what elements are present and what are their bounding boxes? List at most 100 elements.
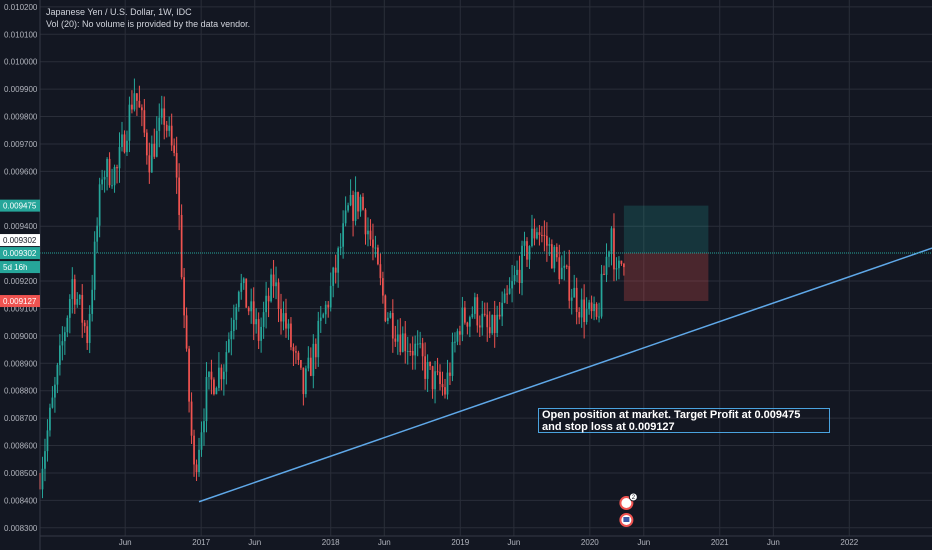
candle-body <box>349 194 352 206</box>
candle-body <box>449 372 451 376</box>
candle-body <box>218 367 220 388</box>
economic-event-marker[interactable] <box>619 513 634 527</box>
candle-body <box>558 257 561 280</box>
candle-body <box>51 397 54 408</box>
candle-body <box>304 368 307 395</box>
candle-body <box>46 430 49 452</box>
candle-body <box>148 155 151 173</box>
time-tick-label: Jun <box>637 538 650 547</box>
candle-body <box>121 134 123 147</box>
candle-body <box>170 125 173 146</box>
candle-body <box>83 322 86 327</box>
candle-body <box>200 432 203 450</box>
candle-body <box>411 350 414 356</box>
candle-body <box>570 297 573 301</box>
candle-body <box>516 269 518 276</box>
candle-body <box>334 267 337 273</box>
candle-body <box>73 279 76 305</box>
candle-body <box>536 232 538 239</box>
candle-body <box>155 130 158 157</box>
candle-body <box>419 343 422 345</box>
candle-body <box>359 196 362 212</box>
candle-body <box>401 333 404 352</box>
candle-body <box>178 177 181 215</box>
candle-body <box>605 256 608 275</box>
long-position-zones[interactable] <box>623 205 709 302</box>
price-tag-label: 0.009302 <box>3 249 37 258</box>
candle-body <box>101 179 103 185</box>
candle-body <box>287 323 290 329</box>
candle-body <box>160 108 163 118</box>
candle-body <box>153 143 156 157</box>
candle-body <box>195 464 198 473</box>
candle-body <box>578 311 581 318</box>
candle-body <box>414 343 417 356</box>
candle-body <box>409 350 412 352</box>
candle-body <box>369 230 372 240</box>
time-tick-label: Jun <box>507 538 520 547</box>
candle-body <box>473 297 476 314</box>
candle-body <box>49 407 51 431</box>
candle-body <box>424 356 426 379</box>
candle-body <box>394 338 397 342</box>
candle-body <box>382 278 384 296</box>
candle-body <box>531 228 533 247</box>
price-tag-bg <box>0 295 40 308</box>
candle-body <box>227 339 230 353</box>
candle-body <box>441 384 444 388</box>
candle-body <box>158 117 161 131</box>
candle-body <box>367 230 369 235</box>
volume-note: Vol (20): No volume is provided by the d… <box>46 19 251 29</box>
candle-body <box>329 285 332 308</box>
candle-body <box>280 308 282 322</box>
candle-body <box>145 132 148 156</box>
candle-body <box>610 228 613 252</box>
candle-body <box>595 303 598 317</box>
price-tick-label: 0.010000 <box>4 58 38 67</box>
candle-body <box>131 104 133 110</box>
candle-body <box>456 331 459 342</box>
candle-body <box>193 435 195 465</box>
candle-body <box>163 108 166 125</box>
price-tag: 5d 16h <box>0 261 40 274</box>
candle-body <box>493 315 496 334</box>
candle-body <box>416 343 419 345</box>
candle-body <box>553 246 556 269</box>
trade-note-annotation[interactable]: Open position at market. Target Profit a… <box>538 408 830 433</box>
time-tick-label: 2018 <box>322 538 340 547</box>
candle-body <box>190 401 193 436</box>
candle-body <box>563 265 566 268</box>
candle-body <box>168 125 171 131</box>
candle-body <box>98 184 101 226</box>
candle-body <box>282 313 285 322</box>
price-tag: 0.009127 <box>0 295 40 308</box>
candle-body <box>615 268 618 270</box>
news-event-marker[interactable]: 2 <box>619 492 638 510</box>
candle-body <box>560 267 563 280</box>
candle-body <box>585 309 588 323</box>
candle-body <box>275 282 277 287</box>
candle-body <box>590 302 593 312</box>
candle-body <box>56 364 59 385</box>
candle-body <box>66 317 69 333</box>
price-tick-label: 0.008500 <box>4 469 38 478</box>
candle-body <box>113 167 116 186</box>
candle-body <box>242 278 245 284</box>
candle-body <box>203 421 205 433</box>
candle-body <box>546 235 548 246</box>
event-markers[interactable]: 2 <box>619 492 638 527</box>
candle-body <box>555 246 558 258</box>
candle-body <box>620 260 623 264</box>
candle-body <box>327 304 330 308</box>
candle-body <box>78 294 81 300</box>
candle-body <box>81 294 84 323</box>
candle-body <box>466 322 469 327</box>
candle-body <box>513 275 516 282</box>
candle-body <box>451 342 454 376</box>
time-tick-label: Jun <box>767 538 780 547</box>
price-tag-label: 5d 16h <box>3 263 27 272</box>
annotation-line-2: and stop loss at 0.009127 <box>542 421 675 433</box>
price-tag-bg <box>0 234 40 247</box>
price-tick-label: 0.008900 <box>4 359 38 368</box>
